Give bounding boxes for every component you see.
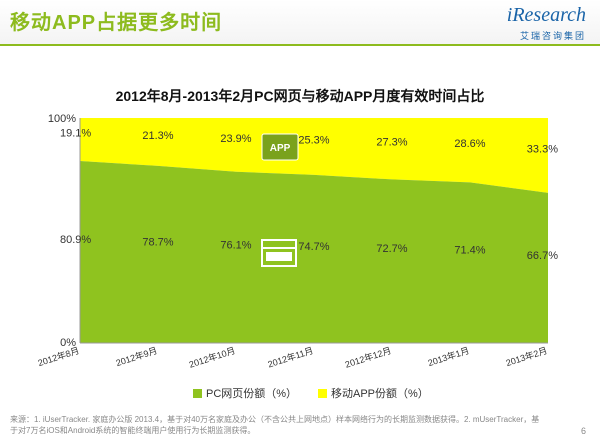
data-label-app: 19.1% xyxy=(60,127,91,139)
data-label-app: 25.3% xyxy=(298,134,329,146)
data-label-app: 21.3% xyxy=(142,130,173,142)
logo-subtitle: 艾瑞咨询集团 xyxy=(519,31,586,41)
data-label-pc: 78.7% xyxy=(142,236,173,248)
app-icon-label: APP xyxy=(270,143,291,154)
legend-label-pc: PC网页份额（%） xyxy=(206,388,298,400)
x-tick-label: 2013年2月 xyxy=(504,344,548,368)
data-label-pc: 71.4% xyxy=(454,245,485,257)
legend-label-app: 移动APP份额（%） xyxy=(331,388,429,400)
x-tick-label: 2013年1月 xyxy=(426,344,470,368)
x-tick-label: 2012年10月 xyxy=(188,344,237,369)
logo-wordmark: iResearch xyxy=(506,4,586,26)
browser-content-block xyxy=(266,252,292,261)
data-label-app: 28.6% xyxy=(454,138,485,150)
www-browser-icon xyxy=(261,239,297,267)
page-number: 6 xyxy=(580,426,586,436)
legend-item-pc: PC网页份额（%） xyxy=(193,387,297,403)
series-area-pc xyxy=(80,160,548,343)
data-label-pc: 72.7% xyxy=(376,243,407,255)
iresearch-logo: iResearch 艾瑞咨询集团 xyxy=(486,4,586,42)
data-label-app: 33.3% xyxy=(527,143,558,155)
source-footnote: 来源：1. iUserTracker. 家庭办公版 2013.4，基于对40万名… xyxy=(10,415,540,435)
data-label-pc: 74.7% xyxy=(298,241,329,253)
y-tick-label: 0% xyxy=(60,337,76,349)
x-tick-label: 2012年8月 xyxy=(36,344,80,368)
x-tick-label: 2012年11月 xyxy=(266,344,314,369)
app-icon xyxy=(261,133,299,161)
data-label-app: 27.3% xyxy=(376,137,407,149)
chart-legend: PC网页份额（%） 移动APP份额（%） xyxy=(0,387,600,403)
legend-swatch-app xyxy=(318,389,327,398)
series-area-app xyxy=(80,118,548,193)
x-tick-label: 2012年9月 xyxy=(114,344,158,368)
data-label-pc: 66.7% xyxy=(527,250,558,262)
data-label-app: 23.9% xyxy=(220,133,251,145)
legend-swatch-pc xyxy=(193,389,202,398)
x-tick-label: 2012年12月 xyxy=(344,344,393,369)
header-divider xyxy=(0,44,600,46)
page-title: 移动APP占据更多时间 xyxy=(10,12,223,34)
data-label-pc: 76.1% xyxy=(220,239,251,251)
y-tick-label: 100% xyxy=(48,113,76,125)
header-bar xyxy=(0,0,600,46)
legend-item-app: 移动APP份额（%） xyxy=(318,387,429,403)
chart-title: 2012年8月-2013年2月PC网页与移动APP月度有效时间占比 xyxy=(115,88,485,104)
data-label-pc: 80.9% xyxy=(60,234,91,246)
